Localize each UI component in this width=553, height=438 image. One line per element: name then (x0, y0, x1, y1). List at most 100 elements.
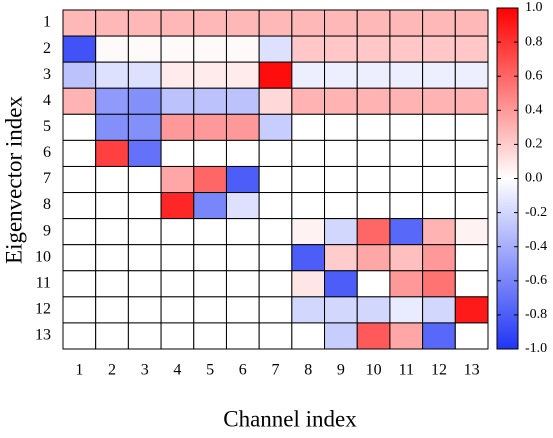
heatmap-cell (389, 218, 424, 246)
heatmap-cell (225, 218, 260, 246)
heatmap-cell (62, 87, 97, 115)
x-tick-label: 8 (304, 362, 312, 379)
heatmap-cell (291, 9, 326, 37)
heatmap-cell (160, 218, 195, 246)
heatmap-cell (225, 165, 260, 194)
heatmap-cell (324, 113, 358, 141)
heatmap-cell (95, 165, 129, 194)
heatmap-cell (160, 296, 195, 324)
heatmap-cell (127, 9, 162, 37)
heatmap-cell (95, 35, 129, 63)
heatmap-cell (291, 165, 326, 194)
heatmap-cell (62, 296, 97, 324)
y-tick-label: 4 (43, 92, 51, 109)
heatmap-cell (160, 244, 195, 272)
heatmap-cell (454, 139, 489, 167)
heatmap-cell (62, 61, 97, 89)
heatmap-cell (356, 9, 391, 37)
heatmap-cell (225, 244, 260, 272)
y-tick-label: 13 (35, 327, 51, 344)
heatmap-cell (454, 296, 489, 324)
colorbar-tick-label: -0.6 (525, 273, 547, 288)
heatmap-cell (193, 192, 227, 220)
heatmap-cell (127, 192, 162, 220)
x-tick-label: 2 (108, 362, 116, 379)
heatmap-cell (454, 35, 489, 63)
heatmap-cell (160, 87, 195, 115)
heatmap-cell (356, 35, 391, 63)
colorbar-tick-label: -0.8 (525, 307, 547, 322)
heatmap-cell (324, 61, 358, 89)
heatmap-cell (62, 244, 97, 272)
heatmap-cell (324, 244, 358, 272)
heatmap-cell (356, 322, 391, 350)
heatmap-cell (389, 322, 424, 350)
x-tick-label: 1 (75, 362, 83, 379)
x-tick-label: 12 (431, 362, 447, 379)
heatmap-cell (193, 61, 227, 89)
x-axis-label: Channel index (223, 406, 357, 431)
heatmap-cell (62, 35, 97, 63)
heatmap-cell (62, 270, 97, 298)
heatmap-cell (95, 9, 129, 37)
colorbar-tick-label: 0.0 (525, 171, 543, 186)
heatmap-cell (389, 139, 424, 167)
heatmap-cell (160, 192, 195, 220)
heatmap-cell (258, 244, 293, 272)
heatmap-cell (454, 9, 489, 37)
heatmap-cell (389, 113, 424, 141)
heatmap-cell (454, 192, 489, 220)
heatmap-cell (95, 296, 129, 324)
heatmap-cell (62, 139, 97, 167)
colorbar-tick-label: 0.4 (525, 103, 543, 118)
x-tick-label: 10 (366, 362, 382, 379)
heatmap-cell (324, 165, 358, 194)
heatmap-cell (422, 87, 456, 115)
heatmap-cell (193, 218, 227, 246)
heatmap-cell (356, 139, 391, 167)
heatmap-cell (160, 61, 195, 89)
heatmap-cell (454, 113, 489, 141)
heatmap-cell (193, 296, 227, 324)
x-tick-label: 9 (337, 362, 345, 379)
heatmap-cell (389, 244, 424, 272)
heatmap-cell (356, 192, 391, 220)
heatmap-cell (193, 87, 227, 115)
heatmap-cell (160, 165, 195, 194)
heatmap-cell (95, 113, 129, 141)
heatmap-cell (127, 61, 162, 89)
heatmap-cell (160, 35, 195, 63)
heatmap-cell (127, 296, 162, 324)
y-tick-label: 8 (43, 196, 51, 213)
heatmap-cell (356, 113, 391, 141)
heatmap-cell (291, 218, 326, 246)
heatmap-cell (127, 322, 162, 350)
heatmap-cell (193, 322, 227, 350)
heatmap-cell (454, 165, 489, 194)
heatmap-cell (258, 270, 293, 298)
y-tick-label: 5 (43, 118, 51, 135)
heatmap-cell (422, 270, 456, 298)
heatmap-cell (291, 322, 326, 350)
heatmap-cell (389, 270, 424, 298)
x-tick-label: 5 (206, 362, 214, 379)
heatmap-cell (258, 322, 293, 350)
heatmap-cell (95, 218, 129, 246)
heatmap-cell (127, 35, 162, 63)
heatmap-cell (95, 87, 129, 115)
heatmap-cell (454, 322, 489, 350)
heatmap-cell (258, 35, 293, 63)
y-tick-label: 11 (36, 274, 51, 291)
heatmap-cell (225, 35, 260, 63)
heatmap-cell (225, 87, 260, 115)
heatmap-cell (95, 139, 129, 167)
heatmap-cell (356, 244, 391, 272)
x-tick-label: 3 (141, 362, 149, 379)
heatmap-cell (422, 322, 456, 350)
heatmap-cell (356, 296, 391, 324)
x-tick-label: 11 (399, 362, 414, 379)
heatmap-cell (291, 270, 326, 298)
heatmap-cell (193, 139, 227, 167)
heatmap-cell (95, 192, 129, 220)
